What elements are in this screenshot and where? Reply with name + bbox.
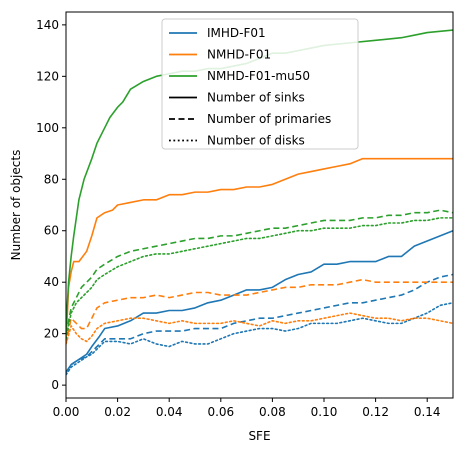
x-axis-label: SFE xyxy=(248,429,270,443)
legend-label-number-of-disks: Number of disks xyxy=(207,134,305,148)
y-tick-label: 120 xyxy=(36,69,59,83)
y-tick-label: 20 xyxy=(44,327,59,341)
legend-label-imhd-f01: IMHD-F01 xyxy=(207,26,266,40)
y-tick-label: 40 xyxy=(44,275,59,289)
x-tick-label: 0.04 xyxy=(156,405,183,419)
x-tick-label: 0.00 xyxy=(53,405,80,419)
y-tick-label: 80 xyxy=(44,172,59,186)
y-axis-label: Number of objects xyxy=(9,150,23,261)
series-line-imhd-f01-number-of-sinks xyxy=(66,229,453,373)
series-line-nmhd-f01-mu50-number-of-disks xyxy=(66,217,453,340)
axes-frame xyxy=(65,11,454,399)
y-tick-label: 100 xyxy=(36,121,59,135)
series-line-nmhd-f01-number-of-sinks xyxy=(66,157,453,344)
x-tick-label: 0.06 xyxy=(207,405,234,419)
legend-label-number-of-sinks: Number of sinks xyxy=(207,91,305,105)
y-tick-label: 60 xyxy=(44,224,59,238)
axes-layer: 0.00 0.02 0.04 0.06 0.08 0.10 0.12 0.14 0 20 40 60 8… xyxy=(36,11,454,419)
series-line-nmhd-f01-mu50-number-of-primaries xyxy=(66,209,453,334)
x-tick-label: 0.14 xyxy=(414,405,441,419)
legend-label-nmhd-f01: NMHD-F01 xyxy=(207,48,271,62)
legend-label-number-of-primaries: Number of primaries xyxy=(207,112,331,126)
series-line-imhd-f01-number-of-disks xyxy=(66,301,453,376)
x-tick-label: 0.08 xyxy=(259,405,286,419)
series-line-nmhd-f01-number-of-primaries xyxy=(66,278,453,345)
x-tick-label: 0.10 xyxy=(311,405,338,419)
y-tick-label: 0 xyxy=(51,378,59,392)
x-tick-label: 0.12 xyxy=(362,405,389,419)
legend: IMHD-F01 NMHD-F01 NMHD-F01-mu50 Number of s… xyxy=(161,18,359,150)
legend-label-nmhd-f01-mu50: NMHD-F01-mu50 xyxy=(207,69,310,83)
x-tick-label: 0.02 xyxy=(104,405,131,419)
legend-box xyxy=(161,18,359,150)
series-line-nmhd-f01-number-of-disks xyxy=(66,312,453,345)
y-tick-label: 140 xyxy=(36,18,59,32)
